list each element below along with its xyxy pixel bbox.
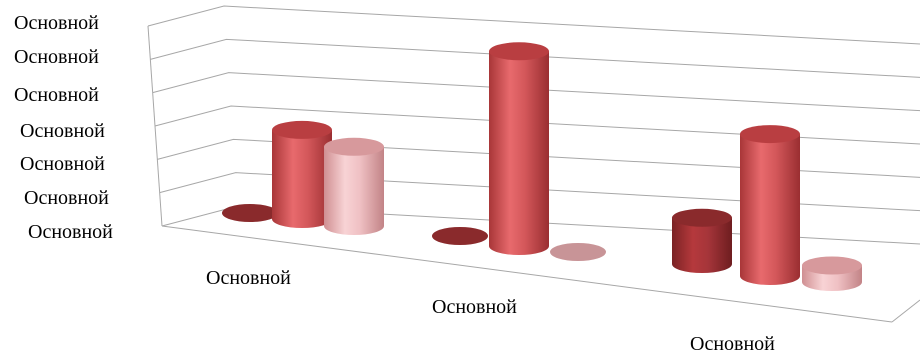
x-tick-label: Основной (432, 296, 517, 318)
bar-body (740, 134, 800, 285)
bar (324, 137, 384, 235)
bar-base (432, 227, 488, 245)
y-tick-label: Основной (20, 153, 105, 175)
back-wall-gridlines (147, 5, 920, 245)
bar-base (550, 243, 606, 261)
bar-body (489, 51, 549, 255)
bar (672, 208, 732, 273)
x-tick-label: Основной (206, 267, 291, 289)
bar-body (672, 217, 732, 273)
x-tick-label: Основной (690, 333, 775, 355)
bar (802, 256, 862, 291)
gridline (157, 138, 920, 178)
bar-base (222, 204, 278, 222)
bar-top (802, 256, 862, 275)
bar-body (272, 129, 332, 228)
gridline (154, 105, 920, 145)
bar (432, 227, 488, 245)
x-axis-tick-labels: Основной Основной Основной (206, 267, 775, 355)
bar-top (672, 208, 732, 227)
bar (740, 125, 800, 285)
gridline (152, 72, 920, 112)
bar-top (740, 125, 800, 144)
y-axis-tick-labels: Основной Основной Основной Основной Осно… (14, 12, 113, 243)
bar (489, 42, 549, 255)
y-tick-label: Основной (14, 46, 99, 68)
bar-top (324, 137, 384, 156)
bar (272, 120, 332, 228)
gridline (150, 38, 920, 78)
bar (222, 204, 278, 222)
y-tick-label: Основной (20, 120, 105, 142)
bars (222, 42, 862, 291)
y-tick-label: Основной (24, 187, 109, 209)
bar-body (324, 146, 384, 235)
floor-outline (161, 225, 920, 323)
bar-top (489, 42, 549, 61)
gridline (159, 172, 920, 212)
bar (550, 243, 606, 261)
y-tick-label: Основной (14, 84, 99, 106)
y-tick-label: Основной (28, 221, 113, 243)
bar-top (272, 120, 332, 139)
wall-edge (147, 25, 163, 227)
gridline (147, 5, 920, 45)
y-tick-label: Основной (14, 12, 99, 34)
